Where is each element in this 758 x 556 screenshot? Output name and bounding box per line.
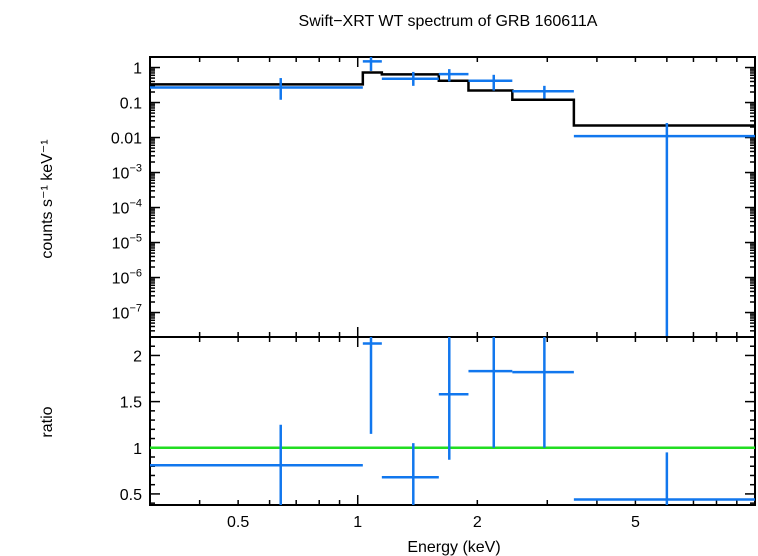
ratio-panel: 0.5 1 1.5 2 0.5 1 2 5 xyxy=(120,336,756,531)
top-panel-y-axis-label: counts s⁻¹ keV⁻¹ xyxy=(39,139,56,258)
spectrum-panel: 1 0.1 0.01 10−3 10−4 10−5 10−6 10−7 xyxy=(111,56,756,338)
y-tick-label: 1 xyxy=(133,441,142,458)
y-tick-label: 1 xyxy=(133,61,142,78)
y-tick-label: 2 xyxy=(133,348,142,365)
y-tick-label: 0.01 xyxy=(111,131,142,148)
x-tick-label: 1 xyxy=(353,514,362,531)
x-tick-label: 2 xyxy=(473,514,482,531)
x-axis-label: Energy (keV) xyxy=(407,539,500,556)
y-tick-label: 10−6 xyxy=(112,268,142,288)
y-tick-label: 10−3 xyxy=(112,163,142,183)
y-tick-label: 10−7 xyxy=(112,303,142,323)
x-tick-label: 0.5 xyxy=(227,514,249,531)
model-histogram xyxy=(150,71,755,127)
plot-frame xyxy=(149,336,756,506)
x-tick-label: 5 xyxy=(631,514,640,531)
y-tick-label: 0.1 xyxy=(120,96,142,113)
chart-title: Swift−XRT WT spectrum of GRB 160611A xyxy=(299,13,598,30)
plot-frame xyxy=(149,56,756,338)
y-tick-label: 0.5 xyxy=(120,487,142,504)
bottom-panel-y-axis-label: ratio xyxy=(39,406,56,437)
y-tick-label: 10−5 xyxy=(112,233,142,253)
y-tick-label: 1.5 xyxy=(120,395,142,412)
y-tick-label: 10−4 xyxy=(112,198,142,218)
